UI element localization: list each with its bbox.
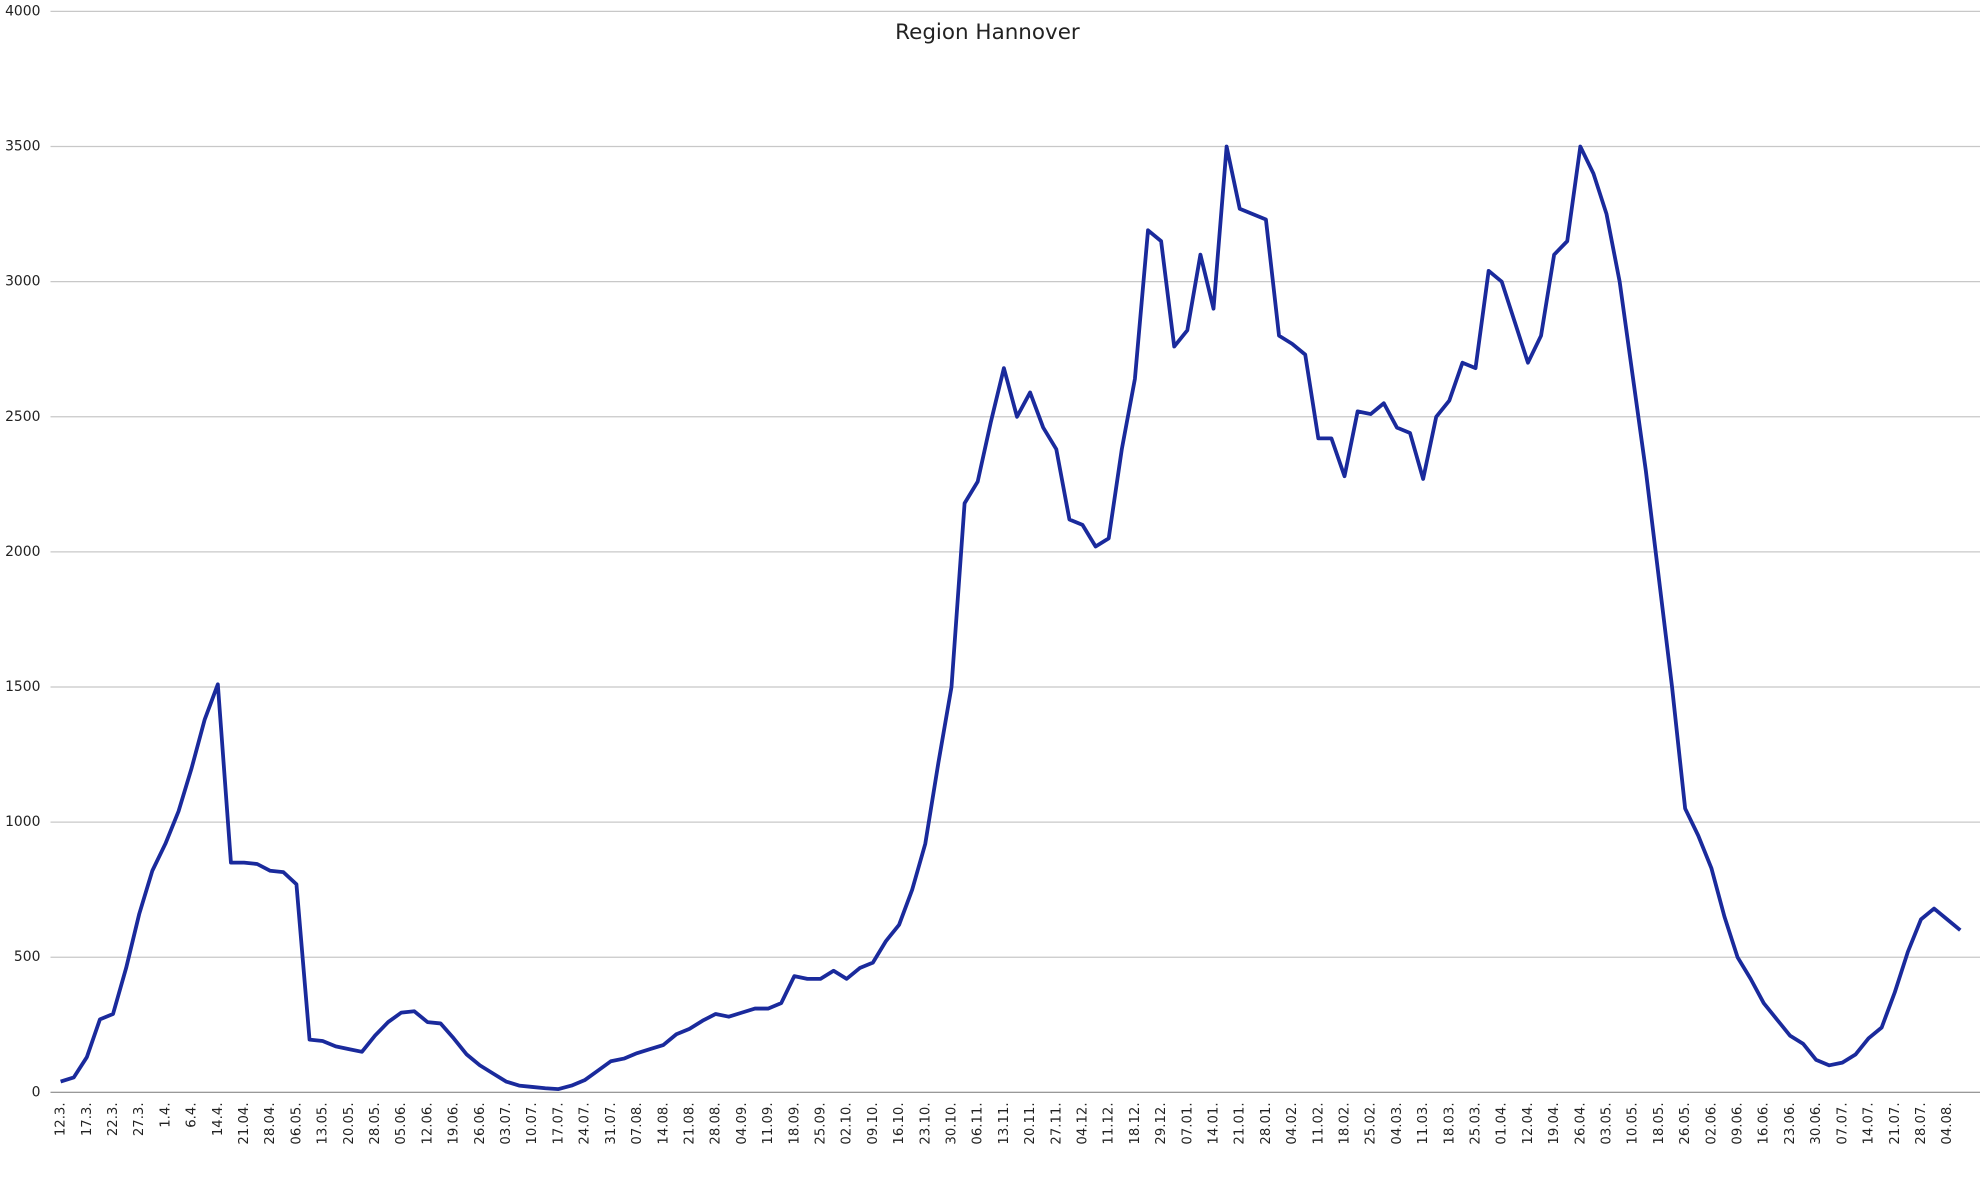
x-tick-label: 11.03. xyxy=(1416,1102,1431,1144)
x-tick-label: 18.09. xyxy=(787,1102,802,1144)
x-tick-label: 29.12. xyxy=(1154,1102,1169,1144)
x-tick-label: 03.05. xyxy=(1600,1102,1615,1144)
x-tick-label: 06.05. xyxy=(289,1102,304,1144)
x-tick-label: 21.01. xyxy=(1233,1102,1248,1144)
x-tick-label: 21.04. xyxy=(237,1102,252,1144)
x-tick-label: 14.4. xyxy=(211,1102,226,1136)
y-tick-label: 1000 xyxy=(5,814,40,830)
x-tick-label: 05.06. xyxy=(394,1102,409,1144)
x-tick-label: 25.03. xyxy=(1469,1102,1484,1144)
x-tick-label: 12.04. xyxy=(1521,1102,1536,1144)
x-tick-label: 07.08. xyxy=(630,1102,645,1144)
x-tick-label: 26.04. xyxy=(1573,1102,1588,1144)
x-tick-label: 31.07. xyxy=(604,1102,619,1144)
x-tick-label: 25.02. xyxy=(1364,1102,1379,1144)
x-tick-label: 04.03. xyxy=(1390,1102,1405,1144)
x-tick-label: 02.10. xyxy=(840,1102,855,1144)
x-tick-label: 11.09. xyxy=(761,1102,776,1144)
x-tick-label: 18.05. xyxy=(1652,1102,1667,1144)
y-tick-label: 2500 xyxy=(5,409,40,425)
x-tick-label: 24.07. xyxy=(578,1102,593,1144)
x-tick-label: 14.07. xyxy=(1862,1102,1877,1144)
x-tick-label: 04.12. xyxy=(1075,1102,1090,1144)
x-tick-label: 13.11. xyxy=(997,1102,1012,1144)
x-tick-label: 28.05. xyxy=(368,1102,383,1144)
x-tick-label: 03.07. xyxy=(499,1102,514,1144)
data-line xyxy=(60,144,1962,1091)
x-tick-label: 07.01. xyxy=(1180,1102,1195,1144)
x-tick-label: 14.08. xyxy=(656,1102,671,1144)
x-tick-label: 07.07. xyxy=(1835,1102,1850,1144)
x-tick-label: 18.03. xyxy=(1442,1102,1457,1144)
x-tick-label: 17.07. xyxy=(551,1102,566,1144)
x-tick-label: 09.10. xyxy=(866,1102,881,1144)
x-tick-label: 04.02. xyxy=(1285,1102,1300,1144)
x-tick-label: 6.4. xyxy=(185,1102,200,1127)
x-tick-label: 02.06. xyxy=(1704,1102,1719,1144)
y-tick-label: 3000 xyxy=(5,274,40,290)
x-tick-label: 20.05. xyxy=(342,1102,357,1144)
x-tick-label: 10.07. xyxy=(525,1102,540,1144)
y-tick-label: 500 xyxy=(14,949,40,965)
x-tick-label: 01.04. xyxy=(1495,1102,1510,1144)
x-tick-label: 1.4. xyxy=(158,1102,173,1127)
x-tick-label: 27.11. xyxy=(1049,1102,1064,1144)
x-tick-label: 28.08. xyxy=(709,1102,724,1144)
x-tick-label: 20.11. xyxy=(1023,1102,1038,1144)
y-tick-label: 4000 xyxy=(5,3,40,19)
x-tick-label: 16.06. xyxy=(1757,1102,1772,1144)
x-tick-label: 23.06. xyxy=(1783,1102,1798,1144)
x-tick-label: 30.10. xyxy=(944,1102,959,1144)
x-tick-label: 11.02. xyxy=(1311,1102,1326,1144)
x-tick-label: 28.01. xyxy=(1259,1102,1274,1144)
x-tick-label: 04.08. xyxy=(1940,1102,1955,1144)
x-tick-label: 28.07. xyxy=(1914,1102,1929,1144)
x-tick-label: 09.06. xyxy=(1731,1102,1746,1144)
x-tick-label: 27.3. xyxy=(132,1102,147,1136)
x-tick-label: 12.06. xyxy=(420,1102,435,1144)
x-tick-label: 14.01. xyxy=(1207,1102,1222,1144)
x-tick-label: 06.11. xyxy=(971,1102,986,1144)
x-tick-label: 19.04. xyxy=(1547,1102,1562,1144)
x-tick-label: 23.10. xyxy=(918,1102,933,1144)
y-tick-label: 0 xyxy=(32,1084,41,1100)
x-tick-label: 18.12. xyxy=(1128,1102,1143,1144)
x-tick-label: 16.10. xyxy=(892,1102,907,1144)
x-tick-label: 04.09. xyxy=(735,1102,750,1144)
y-tick-label: 2000 xyxy=(5,544,40,560)
x-tick-label: 21.07. xyxy=(1888,1102,1903,1144)
x-tick-label: 17.3. xyxy=(80,1102,95,1136)
x-tick-label: 11.12. xyxy=(1102,1102,1117,1144)
x-tick-label: 21.08. xyxy=(682,1102,697,1144)
x-tick-label: 19.06. xyxy=(447,1102,462,1144)
x-tick-label: 22.3. xyxy=(106,1102,121,1136)
x-tick-label: 25.09. xyxy=(813,1102,828,1144)
x-tick-label: 26.05. xyxy=(1678,1102,1693,1144)
y-tick-label: 1500 xyxy=(5,679,40,695)
x-tick-label: 18.02. xyxy=(1338,1102,1353,1144)
y-tick-label: 3500 xyxy=(5,139,40,155)
x-tick-label: 28.04. xyxy=(263,1102,278,1144)
x-tick-label: 30.06. xyxy=(1809,1102,1824,1144)
x-tick-label: 12.3. xyxy=(54,1102,69,1136)
x-tick-label: 13.05. xyxy=(316,1102,331,1144)
chart-title: Region Hannover xyxy=(895,20,1080,45)
x-tick-label: 26.06. xyxy=(473,1102,488,1144)
x-tick-label: 10.05. xyxy=(1626,1102,1641,1144)
